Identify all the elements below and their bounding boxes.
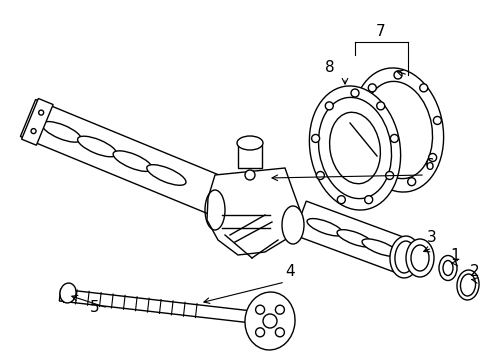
Ellipse shape [306,219,342,236]
Ellipse shape [352,68,443,192]
Polygon shape [20,99,222,213]
Ellipse shape [442,261,452,275]
Text: 7: 7 [375,24,385,40]
Ellipse shape [363,81,432,179]
Circle shape [428,153,436,162]
Ellipse shape [329,112,380,184]
Ellipse shape [309,86,400,210]
Text: 1: 1 [449,248,459,262]
Circle shape [385,171,393,180]
Ellipse shape [405,239,433,277]
Ellipse shape [244,292,294,350]
Polygon shape [238,145,262,168]
Circle shape [367,84,376,92]
Circle shape [432,116,441,125]
Circle shape [376,102,384,110]
Ellipse shape [146,165,185,185]
Circle shape [389,134,398,143]
Circle shape [354,116,362,125]
Text: 6: 6 [424,158,434,172]
Circle shape [325,102,333,110]
Circle shape [407,178,415,186]
Circle shape [337,196,345,204]
Ellipse shape [78,136,117,157]
Circle shape [255,328,264,337]
Circle shape [244,170,254,180]
Text: 8: 8 [325,60,334,76]
Ellipse shape [60,283,76,303]
Text: 4: 4 [285,265,294,279]
Circle shape [255,305,264,314]
Polygon shape [293,201,406,272]
Circle shape [380,178,387,186]
Polygon shape [206,168,299,255]
Ellipse shape [410,245,428,271]
Ellipse shape [389,236,419,278]
Circle shape [350,89,358,97]
Ellipse shape [336,230,372,247]
Ellipse shape [456,270,478,300]
Polygon shape [21,99,53,145]
Circle shape [419,84,427,92]
Text: 2: 2 [469,265,479,279]
Circle shape [275,305,284,314]
Ellipse shape [318,98,391,199]
Ellipse shape [282,206,304,244]
Ellipse shape [237,136,263,150]
Circle shape [31,129,36,134]
Ellipse shape [113,151,152,171]
Text: 5: 5 [90,301,100,315]
Ellipse shape [394,241,414,273]
Polygon shape [59,289,278,326]
Ellipse shape [438,256,456,280]
Circle shape [316,171,324,180]
Circle shape [393,71,401,79]
Circle shape [311,134,319,143]
Text: 3: 3 [426,230,436,246]
Circle shape [263,314,276,328]
Ellipse shape [460,274,474,296]
Circle shape [364,196,372,204]
Ellipse shape [42,122,81,142]
Circle shape [39,110,43,115]
Circle shape [275,328,284,337]
Ellipse shape [361,239,397,256]
Circle shape [359,153,366,162]
